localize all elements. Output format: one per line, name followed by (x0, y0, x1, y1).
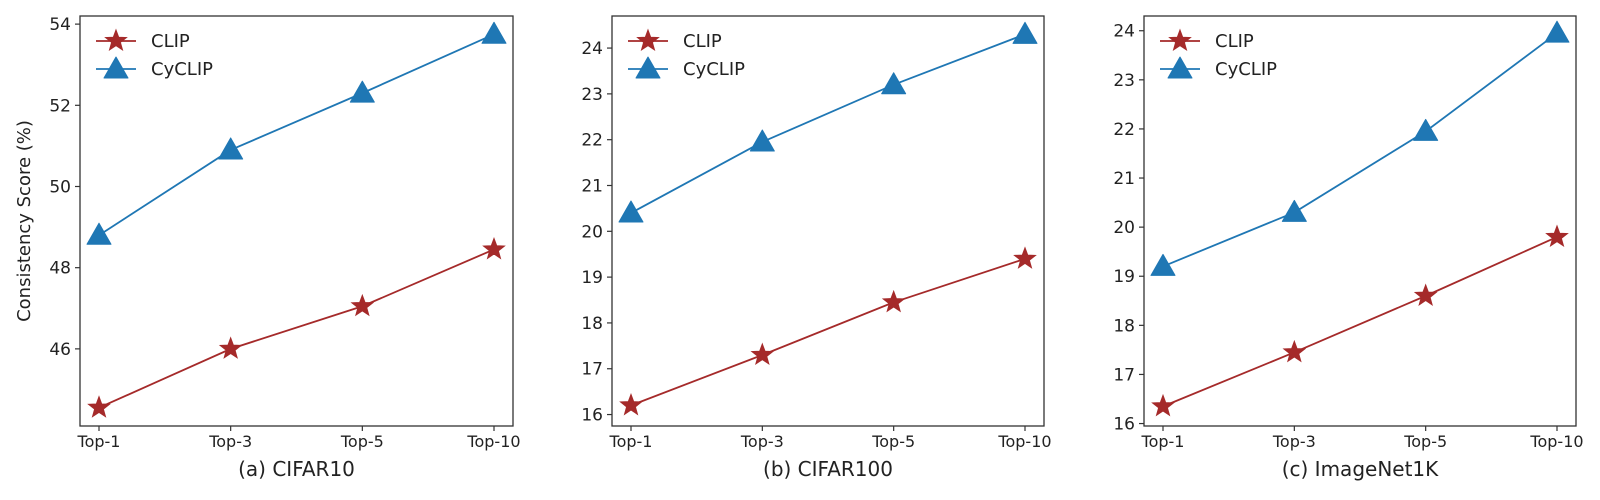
y-tick-label: 50 (49, 177, 71, 197)
data-point-cyclip (1544, 20, 1570, 43)
y-tick-label: 52 (49, 96, 71, 116)
data-point-clip (1013, 246, 1037, 269)
plot-frame (79, 15, 514, 427)
data-point-clip (1151, 393, 1175, 417)
y-tick-label: 20 (581, 222, 603, 242)
series-line-cyclip (1162, 32, 1558, 268)
y-tick-label: 20 (1113, 218, 1135, 238)
data-point-clip (1282, 339, 1307, 363)
data-point-cyclip (349, 80, 375, 103)
data-point-clip (350, 293, 375, 317)
y-tick-label: 23 (1113, 71, 1135, 91)
x-tick-label: Top-3 (1272, 432, 1316, 451)
panel-title: (a) CIFAR10 (238, 457, 355, 481)
series-line-cyclip (98, 33, 495, 236)
legend-label: CyCLIP (683, 59, 745, 80)
y-tick-label: 24 (581, 39, 603, 59)
data-point-cyclip (481, 21, 507, 44)
data-point-clip (218, 336, 243, 359)
y-tick-label: 17 (581, 360, 603, 380)
legend-marker-cyclip (1167, 56, 1193, 79)
data-point-cyclip (218, 137, 244, 160)
data-point-clip (1413, 283, 1438, 306)
y-tick-label: 54 (49, 15, 71, 35)
data-point-clip (881, 289, 906, 313)
y-tick-label: 19 (1113, 267, 1135, 287)
series-line-clip (1162, 236, 1558, 408)
legend-label: CLIP (1215, 31, 1254, 52)
chart-panel-cifar100: 16 17 18 19 20 21 22 23 24 Top-1 Top-3 Top-5 Top-10 C… (581, 15, 1052, 481)
y-tick-label: 16 (1113, 415, 1135, 435)
y-axis-label: Consistency Score (%) (14, 120, 35, 322)
y-tick-label: 18 (1113, 316, 1135, 336)
chart-panel-cifar10: 46 48 50 52 54 Top-1 Top-3 Top-5 Top-10 CLIP CyCLI… (14, 15, 521, 481)
x-tick-label: Top-10 (1529, 432, 1583, 451)
series-line-clip (98, 248, 495, 409)
x-tick-label: Top-3 (208, 432, 252, 451)
data-point-cyclip (749, 129, 775, 152)
x-tick-label: Top-1 (609, 432, 653, 451)
legend-label: CyCLIP (151, 59, 213, 80)
legend-marker-clip (104, 28, 128, 52)
panel-title: (c) ImageNet1K (1282, 457, 1439, 481)
y-tick-label: 16 (581, 406, 603, 426)
x-tick-label: Top-1 (1141, 432, 1185, 451)
data-point-cyclip (86, 222, 112, 245)
data-point-clip (619, 392, 643, 416)
data-point-clip (482, 236, 506, 260)
data-point-cyclip (1150, 253, 1176, 276)
y-tick-label: 21 (581, 176, 603, 196)
x-tick-label: Top-10 (466, 432, 520, 451)
y-tick-label: 23 (581, 85, 603, 105)
series-line-clip (630, 257, 1026, 407)
y-tick-label: 48 (49, 259, 71, 279)
y-tick-label: 24 (1113, 22, 1135, 42)
chart-panel-imagenet1k: 16 17 18 19 20 21 22 23 24 Top-1 Top-3 Top-5 Top-10 C… (1113, 15, 1584, 481)
x-tick-label: Top-3 (740, 432, 784, 451)
legend-label: CyCLIP (1215, 59, 1277, 80)
plot-frame (611, 15, 1045, 427)
x-tick-label: Top-5 (1403, 432, 1447, 451)
y-tick-label: 46 (49, 340, 71, 360)
legend-label: CLIP (151, 31, 190, 52)
plot-frame (1143, 15, 1577, 427)
panel-title: (b) CIFAR100 (763, 457, 893, 481)
legend-marker-cyclip (103, 56, 129, 79)
y-tick-label: 17 (1113, 365, 1135, 385)
legend-label: CLIP (683, 31, 722, 52)
x-tick-label: Top-5 (871, 432, 915, 451)
data-point-cyclip (1413, 118, 1439, 141)
data-point-cyclip (618, 200, 644, 223)
y-tick-label: 19 (581, 268, 603, 288)
data-point-clip (1545, 224, 1569, 248)
data-point-cyclip (881, 72, 907, 95)
y-tick-label: 22 (1113, 120, 1135, 140)
y-tick-label: 18 (581, 314, 603, 334)
x-tick-label: Top-5 (340, 432, 384, 451)
legend-marker-cyclip (635, 56, 661, 79)
legend-marker-clip (1168, 28, 1192, 52)
data-point-clip (750, 342, 775, 366)
x-tick-label: Top-10 (997, 432, 1051, 451)
data-point-clip (87, 395, 111, 418)
data-point-cyclip (1012, 21, 1038, 44)
legend-marker-clip (636, 28, 660, 52)
data-point-cyclip (1281, 199, 1307, 222)
x-tick-label: Top-1 (77, 432, 121, 451)
y-tick-label: 21 (1113, 169, 1135, 189)
y-tick-label: 22 (581, 131, 603, 151)
series-line-cyclip (630, 33, 1026, 214)
